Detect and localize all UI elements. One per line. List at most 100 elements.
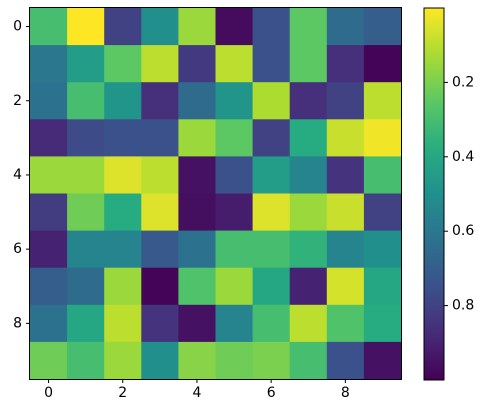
- heatmap-cell: [67, 341, 105, 380]
- heatmap-cell: [104, 267, 142, 306]
- heatmap-cell: [178, 8, 216, 46]
- heatmap-cell: [30, 267, 68, 306]
- heatmap-cell: [363, 230, 402, 269]
- x-axis: 0 2 4 6 8: [44, 379, 350, 401]
- heatmap-cell: [67, 82, 105, 120]
- heatmap-cell: [289, 156, 328, 194]
- heatmap-cell: [363, 341, 402, 380]
- heatmap-cell: [141, 230, 179, 269]
- heatmap-cell: [104, 156, 142, 194]
- heatmap-cell: [178, 82, 216, 120]
- heatmap-cell: [141, 304, 179, 343]
- heatmap-cell: [67, 267, 105, 306]
- heatmap-cell: [30, 82, 68, 120]
- y-tick-label: 4: [13, 167, 22, 183]
- heatmap-cell: [363, 193, 402, 232]
- heatmap-cell: [141, 82, 179, 120]
- heatmap-cell: [30, 45, 68, 83]
- colorbar-ticks: 0.2 0.4 0.6 0.8: [444, 74, 474, 314]
- heatmap-cell: [178, 267, 216, 306]
- heatmap-cell: [104, 45, 142, 83]
- heatmap-cell: [326, 82, 365, 120]
- colorbar-gradient: [424, 8, 444, 380]
- heatmap-cell: [289, 304, 328, 343]
- heatmap-cell: [215, 82, 254, 120]
- heatmap-cell: [30, 230, 68, 269]
- heatmap-cell: [252, 304, 291, 343]
- heatmap-cell: [289, 341, 328, 380]
- heatmap-cell: [178, 193, 216, 232]
- colorbar: 0.2 0.4 0.6 0.8: [423, 7, 474, 381]
- heatmap-cell: [215, 304, 254, 343]
- heatmap-cell: [178, 304, 216, 343]
- heatmap-cell: [252, 8, 291, 46]
- heatmap-cell: [141, 8, 179, 46]
- heatmap-cell: [104, 8, 142, 46]
- heatmap-cell: [363, 82, 402, 120]
- heatmap-cell: [326, 156, 365, 194]
- heatmap-cell: [252, 119, 291, 157]
- heatmap-cell: [215, 267, 254, 306]
- heatmap-cell: [178, 341, 216, 380]
- heatmap-cell: [215, 230, 254, 269]
- heatmap-cell: [30, 193, 68, 232]
- heatmap-cell: [215, 8, 254, 46]
- heatmap-cell: [215, 156, 254, 194]
- x-tick-label: 6: [267, 385, 276, 401]
- heatmap-cell: [104, 230, 142, 269]
- y-axis: 0 2 4 6 8: [13, 19, 30, 331]
- heatmap-cell: [30, 8, 68, 46]
- x-tick-label: 2: [118, 385, 127, 401]
- heatmap-cell: [67, 156, 105, 194]
- heatmap-cell: [289, 8, 328, 46]
- heatmap-cell: [326, 8, 365, 46]
- heatmap-cell: [141, 267, 179, 306]
- heatmap-cell: [252, 45, 291, 83]
- heatmap-cell: [326, 193, 365, 232]
- heatmap-cell: [252, 267, 291, 306]
- heatmap-cell: [67, 45, 105, 83]
- y-tick-label: 2: [13, 93, 22, 109]
- heatmap-cell: [252, 230, 291, 269]
- colorbar-tick-label: 0.8: [452, 298, 474, 314]
- heatmap-cell: [104, 304, 142, 343]
- heatmap-cell: [178, 156, 216, 194]
- heatmap-cell: [252, 193, 291, 232]
- colorbar-tick-label: 0.6: [452, 223, 474, 239]
- heatmap-cell: [141, 119, 179, 157]
- heatmap-cell: [30, 304, 68, 343]
- heatmap-cell: [326, 304, 365, 343]
- heatmap-cell: [326, 119, 365, 157]
- heatmap-cell: [67, 193, 105, 232]
- heatmap-cell: [104, 193, 142, 232]
- heatmap-cell: [104, 341, 142, 380]
- heatmap-cell: [363, 8, 402, 46]
- heatmap-cell: [178, 45, 216, 83]
- y-tick-label: 0: [13, 19, 22, 35]
- heatmap-cell: [215, 119, 254, 157]
- y-tick-label: 8: [13, 315, 22, 331]
- heatmap-cell: [104, 119, 142, 157]
- heatmap-cell: [326, 45, 365, 83]
- heatmap-cell: [30, 341, 68, 380]
- heatmap-cell: [289, 193, 328, 232]
- heatmap-cell: [363, 156, 402, 194]
- heatmap-cell: [215, 341, 254, 380]
- heatmap-cell: [289, 267, 328, 306]
- heatmap-cell: [141, 341, 179, 380]
- x-tick-label: 0: [44, 385, 53, 401]
- heatmap-cell: [289, 230, 328, 269]
- heatmap-cell: [67, 119, 105, 157]
- heatmap-cell: [67, 8, 105, 46]
- heatmap-cell: [363, 45, 402, 83]
- heatmap-cell: [30, 119, 68, 157]
- heatmap-cell: [178, 230, 216, 269]
- heatmap-cell: [30, 156, 68, 194]
- colorbar-tick-label: 0.4: [452, 149, 474, 165]
- heatmap-cell: [289, 45, 328, 83]
- heatmap-cell: [363, 304, 402, 343]
- heatmap-cell: [141, 45, 179, 83]
- heatmap-cell: [289, 119, 328, 157]
- heatmap-cell: [67, 304, 105, 343]
